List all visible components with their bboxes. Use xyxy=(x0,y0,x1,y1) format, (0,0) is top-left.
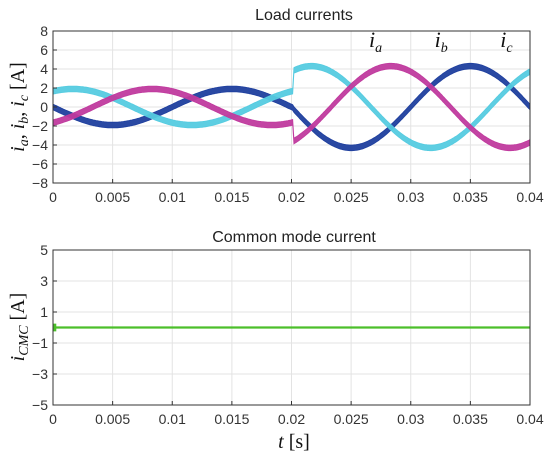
x-tick-label: 0.015 xyxy=(214,189,249,205)
load-currents-y-ticks: −8 −6 −4 −2 0 2 4 6 8 xyxy=(32,23,57,191)
load-currents-y-label: ia​, ib​, ic​ [A] xyxy=(7,62,32,152)
x-tick-label: 0.035 xyxy=(453,189,488,205)
y-tick-label: −3 xyxy=(32,366,48,382)
x-tick-label: 0.025 xyxy=(334,189,369,205)
y-tick-label: −2 xyxy=(32,118,48,134)
common-mode-current-y-ticks: −5 −3 −1 1 3 5 xyxy=(32,242,57,413)
x-tick-label: 0.025 xyxy=(334,411,369,427)
x-tick-label: 0.04 xyxy=(516,411,543,427)
x-tick-label: 0 xyxy=(49,411,57,427)
x-tick-label: 0.02 xyxy=(278,411,305,427)
y-tick-label: 5 xyxy=(40,242,48,258)
y-tick-label: 8 xyxy=(40,23,48,39)
time-axis-label: t [s] xyxy=(278,431,310,453)
x-tick-label: 0.03 xyxy=(397,189,424,205)
load-currents-x-ticks: 0 0.005 0.01 0.015 0.02 0.025 0.03 0.035 0.04 xyxy=(49,179,544,205)
x-tick-label: 0.005 xyxy=(95,411,130,427)
x-tick-label: 0.03 xyxy=(397,411,424,427)
x-tick-label: 0.02 xyxy=(278,189,305,205)
series-label-ia: ia xyxy=(369,27,382,56)
x-tick-label: 0.005 xyxy=(95,189,130,205)
common-mode-current-plot-area xyxy=(53,323,530,332)
x-tick-label: 0.01 xyxy=(159,411,186,427)
y-tick-label: −5 xyxy=(32,397,48,413)
x-tick-label: 0.035 xyxy=(453,411,488,427)
y-tick-label: 6 xyxy=(40,42,48,58)
y-tick-label: 1 xyxy=(40,304,48,320)
load-currents-annotations: ia ib ic xyxy=(369,27,513,56)
x-tick-label: 0.01 xyxy=(159,189,186,205)
y-tick-label: −4 xyxy=(32,137,48,153)
common-mode-current-chart: Common mode current 0 0.005 0.01 0.015 0.02 0… xyxy=(7,229,544,453)
y-tick-label: −1 xyxy=(32,335,48,351)
y-tick-label: 0 xyxy=(40,99,48,115)
series-label-ic: ic xyxy=(500,27,513,56)
common-mode-current-x-ticks: 0 0.005 0.01 0.015 0.02 0.025 0.03 0.035 0.04 xyxy=(49,401,544,427)
x-tick-label: 0.015 xyxy=(214,411,249,427)
y-tick-label: −6 xyxy=(32,156,48,172)
load-currents-chart: Load currents 0 0.005 0.01 0.015 0.02 0.025 0.… xyxy=(7,7,544,205)
y-tick-label: 4 xyxy=(40,61,48,77)
x-tick-label: 0 xyxy=(49,189,57,205)
load-currents-title: Load currents xyxy=(255,7,353,24)
y-tick-label: −8 xyxy=(32,175,48,191)
x-tick-label: 0.04 xyxy=(516,189,543,205)
common-mode-current-title: Common mode current xyxy=(212,229,376,246)
y-tick-label: 2 xyxy=(40,80,48,96)
common-mode-current-y-label: iCMC​ [A] xyxy=(7,293,32,362)
series-label-ib: ib xyxy=(435,27,448,56)
y-tick-label: 3 xyxy=(40,273,48,289)
